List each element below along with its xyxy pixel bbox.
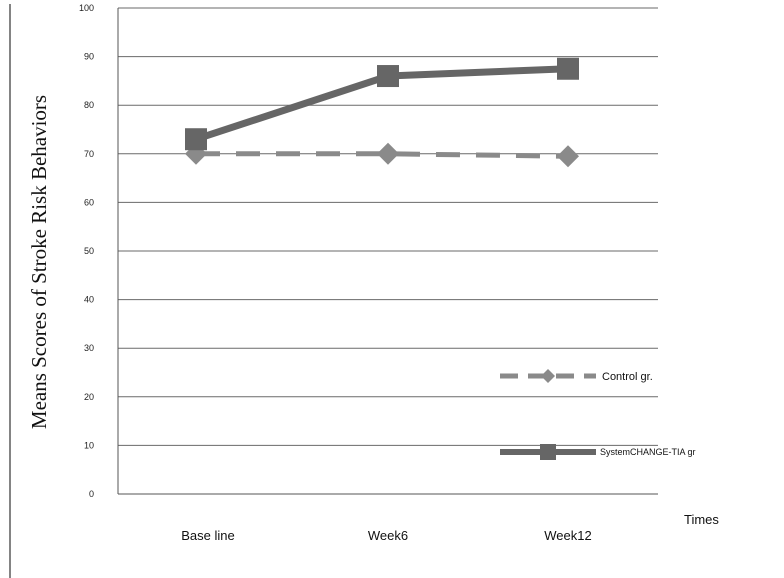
data-point xyxy=(557,57,579,80)
legend-marker-control xyxy=(541,369,555,383)
x-tick-labels: Base line Week6 Week12 xyxy=(181,528,591,543)
series-line xyxy=(196,151,569,159)
y-tick-label: 70 xyxy=(84,149,94,159)
x-tick-label: Base line xyxy=(181,528,234,543)
y-tick-label: 90 xyxy=(84,52,94,62)
y-tick-label: 30 xyxy=(84,343,94,353)
y-tick-label: 80 xyxy=(84,100,94,110)
y-tick-labels: 0 10 20 30 40 50 60 70 80 90 100 xyxy=(79,3,94,499)
series-control xyxy=(185,142,579,168)
legend: Control gr. SystemCHANGE-TIA gr xyxy=(500,369,696,460)
data-point xyxy=(377,65,399,88)
y-tick-label: 60 xyxy=(84,197,94,207)
gridlines xyxy=(117,7,658,495)
data-point xyxy=(185,128,207,151)
y-tick-label: 50 xyxy=(84,246,94,256)
legend-label-systemchange: SystemCHANGE-TIA gr xyxy=(600,447,696,457)
y-tick-label: 0 xyxy=(89,489,94,499)
x-tick-label: Week6 xyxy=(368,528,408,543)
y-axis-label: Means Scores of Stroke Risk Behaviors xyxy=(27,95,51,429)
y-tick-label: 40 xyxy=(84,295,94,305)
legend-item-control: Control gr. xyxy=(500,369,653,383)
legend-label-control: Control gr. xyxy=(602,371,653,383)
series-systemchange xyxy=(185,57,579,151)
series-lines xyxy=(185,57,579,168)
y-tick-label: 100 xyxy=(79,3,94,13)
y-tick-label: 10 xyxy=(84,440,94,450)
legend-marker-systemchange xyxy=(540,444,556,460)
x-tick-label: Week12 xyxy=(544,528,591,543)
y-tick-label: 20 xyxy=(84,392,94,402)
legend-item-systemchange: SystemCHANGE-TIA gr xyxy=(500,444,696,460)
x-axis-label: Times xyxy=(684,512,719,527)
data-point xyxy=(557,145,579,168)
data-point xyxy=(377,142,399,165)
